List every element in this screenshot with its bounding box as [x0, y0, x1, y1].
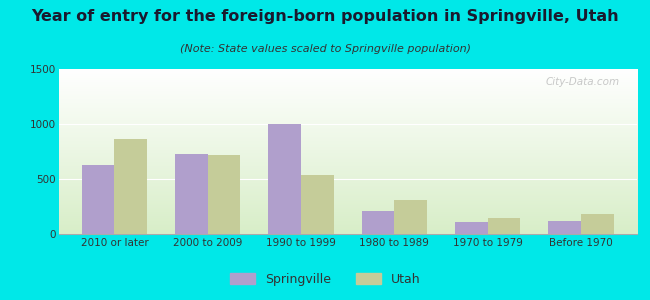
Text: City-Data.com: City-Data.com: [545, 77, 619, 87]
Legend: Springville, Utah: Springville, Utah: [225, 268, 425, 291]
Bar: [455, 222, 488, 234]
Bar: [549, 221, 581, 234]
Bar: [114, 140, 147, 234]
Bar: [395, 200, 427, 234]
Bar: [82, 165, 114, 234]
Bar: [208, 155, 240, 234]
Text: (Note: State values scaled to Springville population): (Note: State values scaled to Springvill…: [179, 44, 471, 53]
Bar: [488, 218, 521, 234]
Bar: [268, 124, 301, 234]
Text: Year of entry for the foreign-born population in Springville, Utah: Year of entry for the foreign-born popul…: [31, 9, 619, 24]
Bar: [362, 211, 395, 234]
Bar: [581, 214, 614, 234]
Bar: [301, 175, 333, 234]
Bar: [175, 154, 208, 234]
